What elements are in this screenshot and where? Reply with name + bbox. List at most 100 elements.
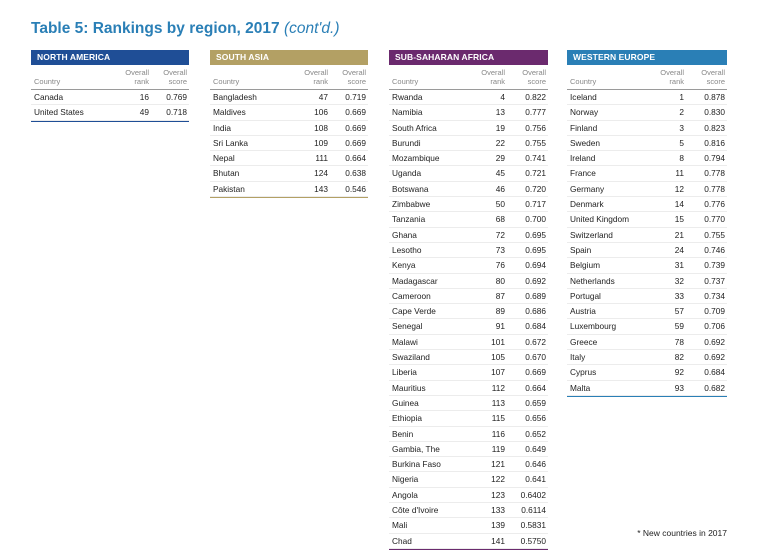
header-score-line2: score	[168, 77, 187, 86]
country-name: Chad	[392, 535, 412, 546]
overall-rank: 13	[495, 107, 505, 118]
overall-rank: 46	[495, 183, 505, 194]
country-name: Bhutan	[213, 168, 240, 179]
overall-score: 0.669	[345, 122, 366, 133]
table-row: Zimbabwe 50 0.717	[389, 197, 548, 213]
table-row: India 108 0.669	[210, 121, 368, 136]
header-rank-line2: rank	[134, 77, 149, 86]
overall-score: 0.669	[345, 107, 366, 118]
column-headers: Country Overall rank Overall score	[31, 65, 189, 90]
overall-score: 0.700	[525, 214, 546, 225]
header-score-line2: score	[706, 77, 725, 86]
overall-rank: 8	[679, 153, 684, 164]
header-rank: Overall rank	[660, 68, 684, 86]
region-bottom-rule	[389, 548, 548, 550]
country-name: Namibia	[392, 107, 423, 118]
overall-score: 0.684	[704, 367, 725, 378]
country-name: Italy	[570, 352, 586, 363]
country-name: Liberia	[392, 367, 417, 378]
table-row: Burkina Faso 121 0.646	[389, 457, 548, 473]
overall-rank: 31	[674, 260, 684, 271]
overall-score: 0.664	[525, 382, 546, 393]
header-score-line2: score	[347, 77, 366, 86]
header-score-line1: Overall	[342, 68, 366, 77]
table-row: Burundi 22 0.755	[389, 136, 548, 152]
country-name: Luxembourg	[570, 321, 617, 332]
page-title: Table 5: Rankings by region, 2017 (cont'…	[31, 20, 339, 38]
country-name: Madagascar	[392, 275, 438, 286]
country-name: Spain	[570, 244, 592, 255]
table-row: Finland 3 0.823	[567, 121, 727, 136]
country-name: Bangladesh	[213, 92, 257, 102]
table-row: South Africa 19 0.756	[389, 121, 548, 136]
country-name: United Kingdom	[570, 214, 630, 225]
overall-rank: 32	[674, 275, 684, 286]
overall-rank: 59	[674, 321, 684, 332]
header-rank-line1: Overall	[125, 68, 149, 77]
overall-score: 0.737	[704, 275, 725, 286]
country-name: Sweden	[570, 137, 600, 148]
table-row: Cyprus 92 0.684	[567, 365, 727, 381]
country-name: Sri Lanka	[213, 137, 249, 148]
overall-score: 0.741	[525, 153, 546, 164]
overall-rank: 112	[491, 382, 505, 393]
overall-rank: 14	[674, 199, 684, 210]
country-name: Mozambique	[392, 153, 440, 164]
country-name: Benin	[392, 428, 414, 439]
overall-rank: 141	[491, 535, 505, 546]
table-row: Austria 57 0.709	[567, 304, 727, 320]
overall-rank: 108	[314, 122, 328, 133]
header-score-line1: Overall	[701, 68, 725, 77]
overall-score: 0.878	[704, 92, 725, 102]
column-headers: Country Overall rank Overall score	[389, 65, 548, 90]
region-panel-north-america: NORTH AMERICA Country Overall rank Overall sc…	[31, 50, 189, 122]
header-rank-line2: rank	[313, 77, 328, 86]
overall-rank: 93	[674, 382, 684, 393]
overall-score: 0.664	[345, 153, 366, 164]
overall-score: 0.692	[525, 275, 546, 286]
overall-rank: 124	[314, 168, 328, 179]
overall-score: 0.669	[345, 137, 366, 148]
overall-rank: 121	[491, 459, 505, 470]
country-name: Kenya	[392, 260, 416, 271]
table-row: Guinea 113 0.659	[389, 396, 548, 412]
country-name: Nigeria	[392, 474, 419, 485]
overall-rank: 5	[679, 137, 684, 148]
footnote: * New countries in 2017	[637, 528, 727, 538]
overall-rank: 109	[314, 137, 328, 148]
table-row: Greece 78 0.692	[567, 335, 727, 351]
table-row: United Kingdom 15 0.770	[567, 212, 727, 228]
overall-score: 0.684	[525, 321, 546, 332]
country-name: Rwanda	[392, 92, 423, 102]
table-row: Cape Verde 89 0.686	[389, 304, 548, 320]
column-headers: Country Overall rank Overall score	[210, 65, 368, 90]
overall-score: 0.695	[525, 244, 546, 255]
overall-score: 0.546	[345, 183, 366, 194]
overall-rank: 19	[495, 122, 505, 133]
header-score-line1: Overall	[163, 68, 187, 77]
overall-score: 0.669	[525, 367, 546, 378]
country-name: Nepal	[213, 153, 235, 164]
overall-rank: 89	[495, 306, 505, 317]
overall-score: 0.686	[525, 306, 546, 317]
overall-rank: 4	[500, 92, 505, 102]
overall-rank: 16	[139, 92, 149, 102]
overall-score: 0.777	[525, 107, 546, 118]
country-name: Belgium	[570, 260, 600, 271]
overall-score: 0.756	[525, 122, 546, 133]
overall-score: 0.717	[525, 199, 546, 210]
overall-score: 0.6402	[520, 489, 546, 500]
overall-rank: 73	[495, 244, 505, 255]
header-score-line2: score	[527, 77, 546, 86]
overall-rank: 78	[674, 336, 684, 347]
overall-rank: 87	[495, 290, 505, 301]
table-row: Malawi 101 0.672	[389, 335, 548, 351]
overall-rank: 49	[139, 107, 149, 118]
table-row: Liberia 107 0.669	[389, 365, 548, 381]
table-row: Gambia, The 119 0.649	[389, 442, 548, 458]
table-row: Uganda 45 0.721	[389, 166, 548, 182]
overall-rank: 24	[674, 244, 684, 255]
header-score-line1: Overall	[522, 68, 546, 77]
header-rank-line1: Overall	[304, 68, 328, 77]
country-name: Malta	[570, 382, 591, 393]
